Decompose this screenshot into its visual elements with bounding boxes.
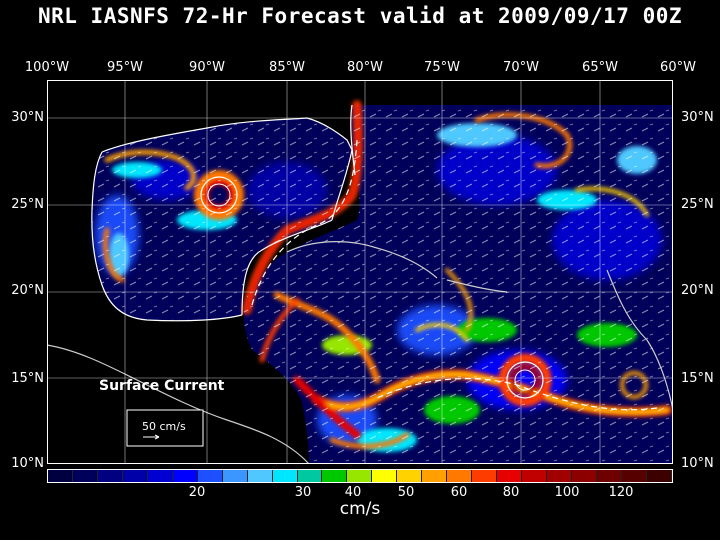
colorbar-segment [272,470,298,482]
colorbar-segment [522,470,548,482]
colorbar-segment [147,470,173,482]
latitude-label: 15°N [11,371,44,386]
latitude-label: 10°N [11,456,44,471]
longitude-label: 100°W [24,60,70,75]
colorbar-units: cm/s [339,499,381,519]
colorbar-segment [172,470,198,482]
colorbar-segment [297,470,323,482]
colorbar-tick-label: 80 [502,485,520,500]
colorbar-segment [322,470,348,482]
colorbar-segment [372,470,398,482]
colorbar-segment [222,470,248,482]
gridlines [47,80,673,464]
colorbar-segment [646,470,672,482]
latitude-label: 30°N [11,110,44,125]
colorbar-tick-label: 120 [608,485,634,500]
colorbar-segment [72,470,98,482]
colorbar-segment [447,470,473,482]
latitude-label: 15°N [681,371,714,386]
coastlines [47,104,673,464]
colorbar-tick-label: 50 [397,485,415,500]
colorbar-tick-label: 30 [294,485,312,500]
colorbar-segment [347,470,373,482]
colorbar-segment [472,470,498,482]
longitude-label: 65°W [582,60,618,75]
colorbar-segment [497,470,523,482]
colorbar-segment [596,470,622,482]
colorbar-segment [621,470,647,482]
colorbar-segment [247,470,273,482]
reference-vector-label: 50 cm/s [142,420,186,433]
colorbar-segment [572,470,597,482]
latitude-label: 20°N [681,283,714,298]
latitude-label: 20°N [11,283,44,298]
map-title: NRL IASNFS 72-Hr Forecast valid at 2009/… [37,4,682,28]
longitude-label: 90°W [189,60,225,75]
colorbar-segment [422,470,448,482]
latitude-label: 10°N [681,456,714,471]
longitude-label: 70°W [503,60,539,75]
speed-colorbar [47,469,673,483]
gulf-coastline [101,117,353,221]
longitude-label: 80°W [347,60,383,75]
longitude-label: 85°W [269,60,305,75]
reference-vector-box: 50 cm/s [126,409,204,447]
colorbar-segment [48,470,73,482]
colorbar-segment [197,470,223,482]
surface-current-label: Surface Current [99,378,225,394]
map-frame [47,80,673,464]
latitude-label: 30°N [681,110,714,125]
colorbar-segment [397,470,423,482]
colorbar-tick-label: 20 [188,485,206,500]
longitude-label: 60°W [660,60,696,75]
colorbar-tick-label: 60 [450,485,468,500]
longitude-label: 95°W [107,60,143,75]
latitude-label: 25°N [11,197,44,212]
longitude-label: 75°W [424,60,460,75]
cuba-coastline [286,241,438,279]
colorbar-tick-label: 40 [344,485,362,500]
colorbar-segment [122,470,148,482]
current-map: Surface Current 50 cm/s [47,80,673,464]
colorbar-segment [97,470,123,482]
colorbar-segment [547,470,573,482]
latitude-label: 25°N [681,197,714,212]
colorbar-tick-label: 100 [554,485,580,500]
